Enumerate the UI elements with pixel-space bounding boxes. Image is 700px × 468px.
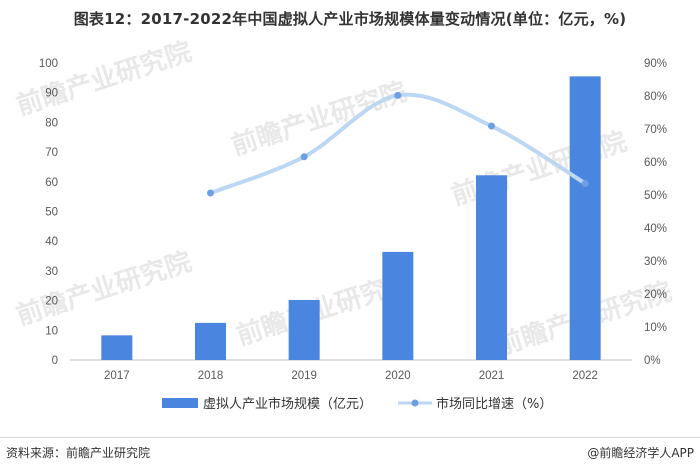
y-left-tick-label: 0 <box>52 355 58 367</box>
growth-point-2022 <box>581 179 589 187</box>
left-axis: 0 10 20 30 40 50 60 70 80 90 100 <box>39 58 58 367</box>
bar-2018 <box>195 322 226 360</box>
y-right-tick-label: 40% <box>644 223 667 235</box>
y-right-tick-label: 0% <box>644 355 661 367</box>
source-note: 资料来源：前瞻产业研究院 <box>6 446 151 460</box>
growth-point-2021 <box>488 122 495 130</box>
x-tick-label: 2022 <box>572 370 598 382</box>
y-right-tick-label: 30% <box>644 256 667 268</box>
bar-2019 <box>288 300 320 360</box>
x-tick-label: 2020 <box>385 370 411 382</box>
y-right-tick-label: 20% <box>644 289 667 301</box>
y-left-tick-label: 10 <box>45 325 58 337</box>
right-axis: 0% 10% 20% 30% 40% 50% 60% 70% 80% 90% <box>644 58 667 367</box>
footer-divider <box>0 437 700 438</box>
y-left-tick-label: 100 <box>39 58 58 70</box>
y-left-tick-label: 70 <box>45 147 58 159</box>
x-tick-label: 2018 <box>198 370 224 382</box>
chart-title: 图表12：2017-2022年中国虚拟人产业市场规模体量变动情况(单位：亿元，%… <box>73 10 627 28</box>
y-right-tick-label: 10% <box>644 322 667 334</box>
x-tick-label: 2021 <box>479 370 505 382</box>
y-right-tick-label: 50% <box>644 190 667 202</box>
bar-2022 <box>569 76 601 361</box>
y-right-tick-label: 90% <box>644 58 667 70</box>
bar-2017 <box>101 335 133 360</box>
legend-line-label: 市场同比增速（%） <box>436 396 552 412</box>
legend-line-marker <box>411 399 419 407</box>
y-left-tick-label: 90 <box>45 88 58 100</box>
y-left-tick-label: 80 <box>45 117 58 129</box>
bar-2021 <box>476 175 507 360</box>
growth-line-series <box>207 91 589 197</box>
y-left-tick-label: 20 <box>45 296 58 308</box>
y-left-tick-label: 50 <box>45 207 58 219</box>
legend-bar-label: 虚拟人产业市场规模（亿元） <box>203 396 372 412</box>
watermark-2: 前瞻产业研究院 <box>448 126 631 212</box>
growth-point-2019 <box>300 153 308 161</box>
growth-point-2020 <box>394 91 402 99</box>
legend: 虚拟人产业市场规模（亿元） 市场同比增速（%） <box>162 396 552 412</box>
y-right-tick-label: 70% <box>644 124 667 136</box>
y-right-tick-label: 60% <box>644 157 667 169</box>
bar-2020 <box>382 251 414 360</box>
y-right-tick-label: 80% <box>644 91 667 103</box>
x-tick-label: 2019 <box>291 370 317 382</box>
bars <box>101 76 601 361</box>
x-axis: 2017 2018 2019 2020 2021 2022 <box>104 370 598 382</box>
y-left-tick-label: 40 <box>45 236 58 248</box>
y-left-tick-label: 30 <box>45 266 58 278</box>
watermark-3: 前瞻产业研究院 <box>13 246 196 332</box>
watermark-0: 前瞻产业研究院 <box>13 36 196 122</box>
legend-bar-swatch <box>162 398 198 408</box>
y-left-tick-label: 60 <box>45 177 58 189</box>
source-attribution: @前瞻经济学人APP <box>587 446 694 460</box>
x-tick-label: 2017 <box>104 370 130 382</box>
growth-point-2018 <box>207 189 214 197</box>
